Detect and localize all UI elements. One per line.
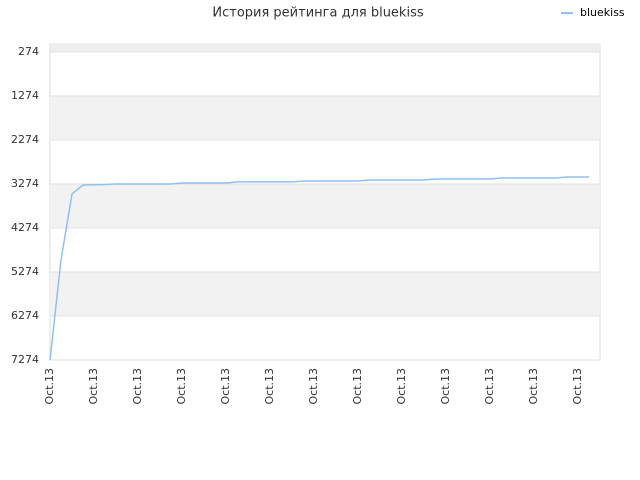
x-tick-label: Oct.13 xyxy=(395,368,408,405)
y-tick-label: 3274 xyxy=(11,177,39,190)
x-tick-label: Oct.13 xyxy=(87,368,100,405)
x-tick-label: Oct.13 xyxy=(351,368,364,405)
x-tick-label: Oct.13 xyxy=(263,368,276,405)
x-tick-label: Oct.13 xyxy=(571,368,584,405)
y-tick-label: 7274 xyxy=(11,353,39,366)
x-tick-label: Oct.13 xyxy=(483,368,496,405)
x-tick-label: Oct.13 xyxy=(175,368,188,405)
plot-band xyxy=(50,184,600,229)
x-tick-label: Oct.13 xyxy=(527,368,540,405)
y-tick-label: 6274 xyxy=(11,309,39,322)
plot-band xyxy=(50,272,600,317)
x-tick-label: Oct.13 xyxy=(439,368,452,405)
chart-title: История рейтинга для bluekiss xyxy=(212,6,423,21)
y-tick-label: 1274 xyxy=(11,89,39,102)
line xyxy=(49,176,589,361)
legend-label: bluekiss xyxy=(580,6,625,19)
y-tick-label: 4274 xyxy=(11,221,39,234)
x-tick-label: Oct.13 xyxy=(43,368,56,405)
y-tick-label: 5274 xyxy=(11,265,39,278)
x-tick-label: Oct.13 xyxy=(131,368,144,405)
y-tick-label: 2274 xyxy=(11,133,39,146)
plot-band xyxy=(50,96,600,141)
plot-band xyxy=(50,44,600,53)
x-tick-label: Oct.13 xyxy=(307,368,320,405)
y-tick-label: 274 xyxy=(18,45,39,58)
x-tick-label: Oct.13 xyxy=(219,368,232,405)
